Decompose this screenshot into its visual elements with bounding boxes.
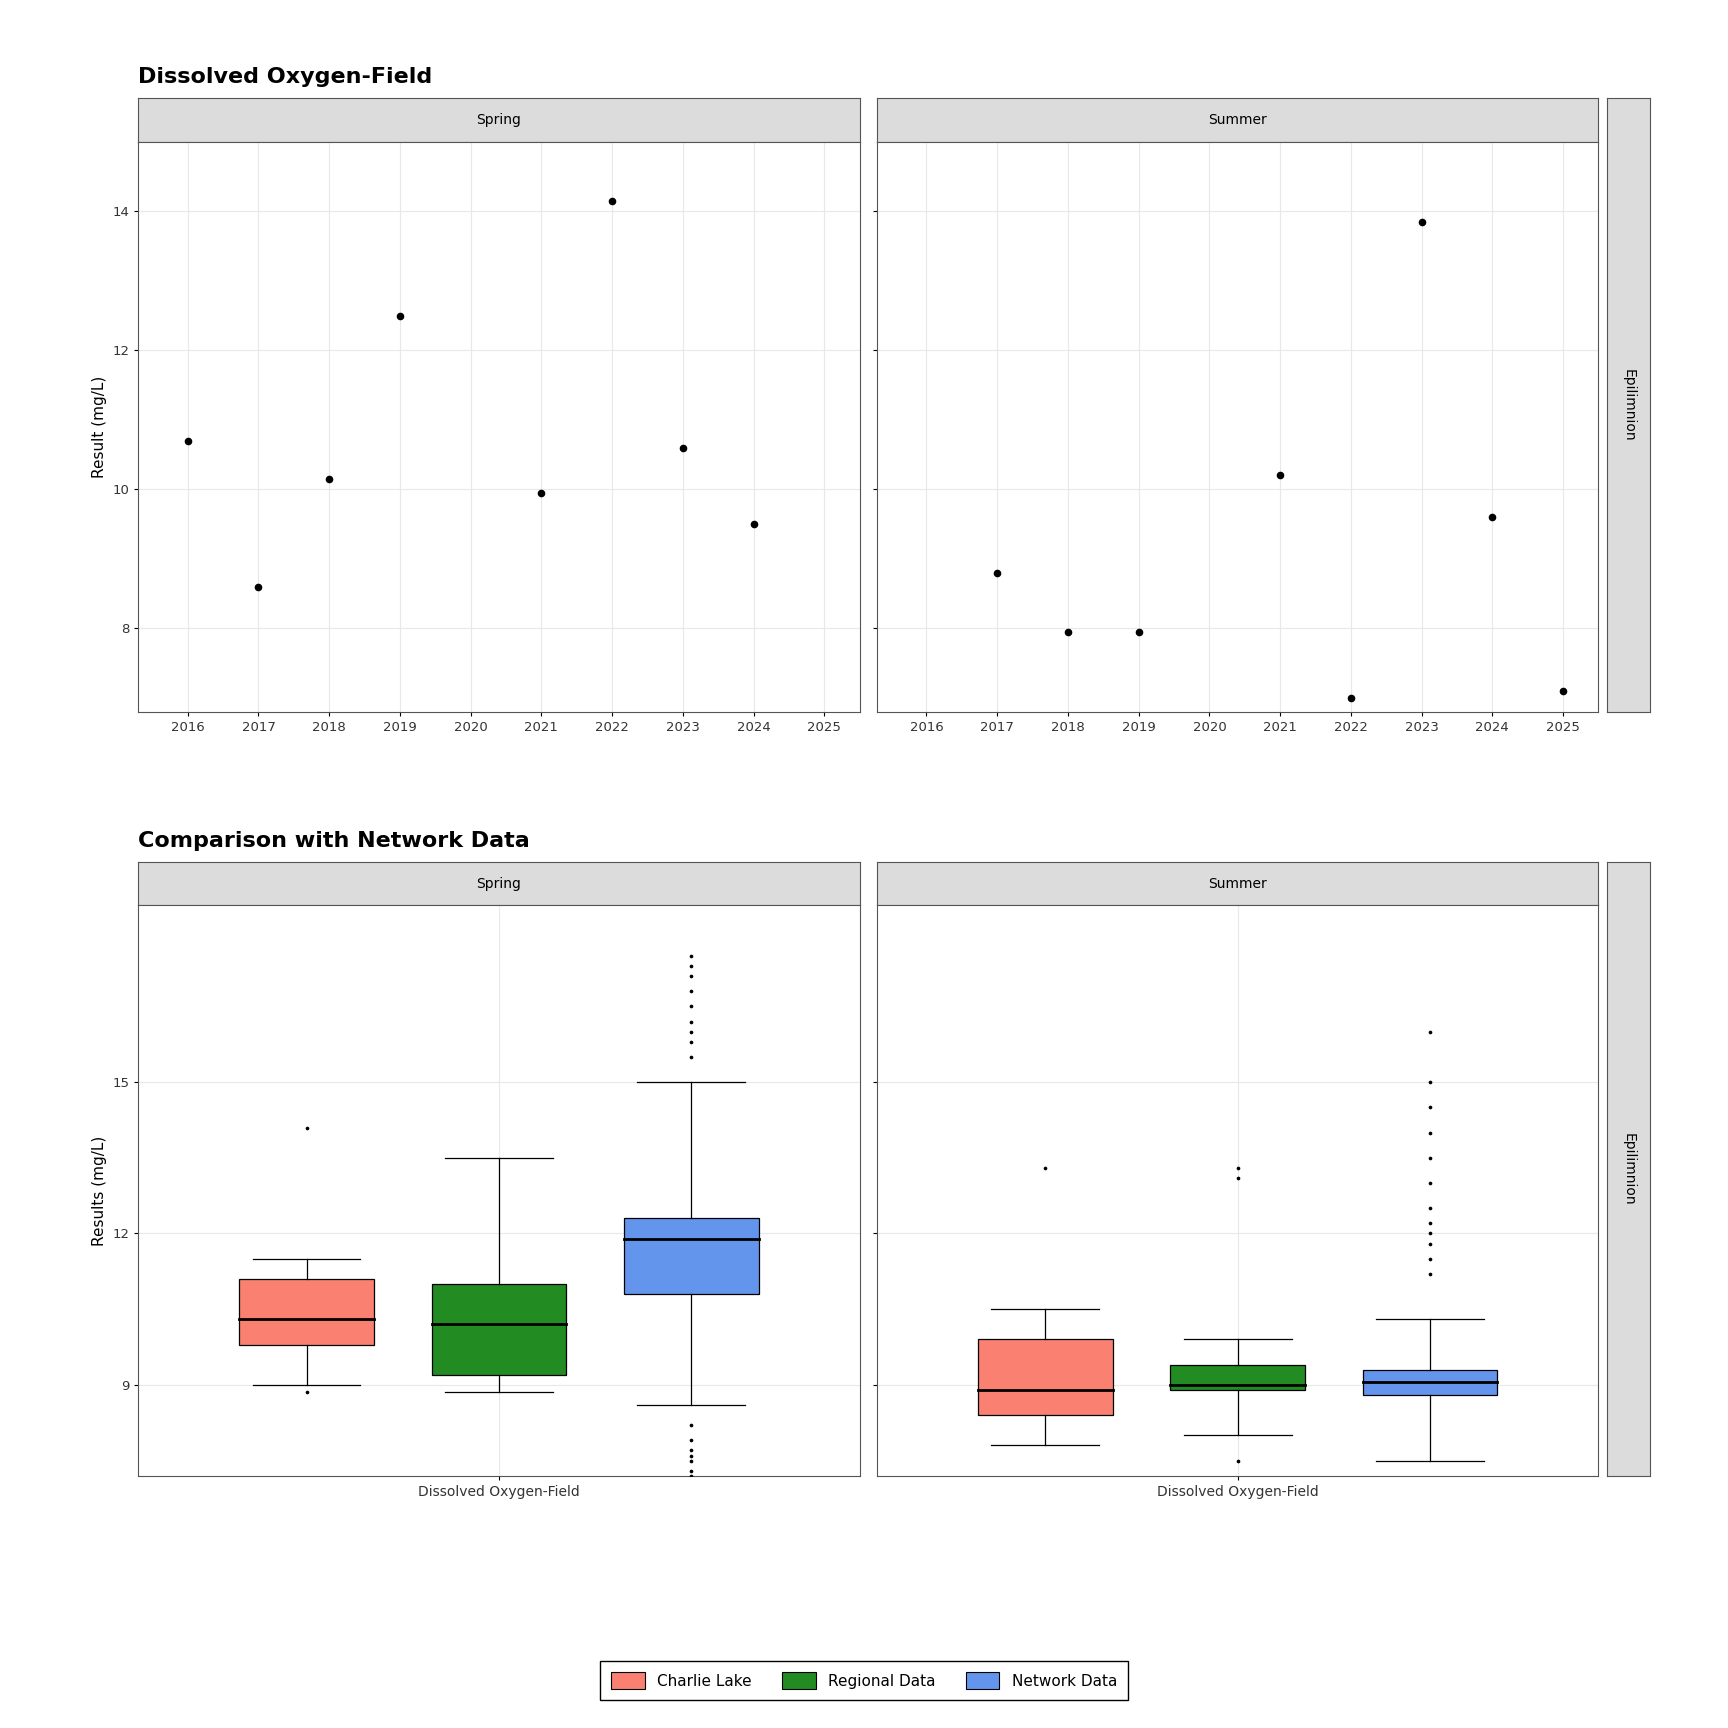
- Point: [1417, 1477, 1445, 1505]
- Bar: [978, 1339, 1113, 1415]
- Point: [1408, 207, 1436, 235]
- Point: [1032, 1154, 1059, 1182]
- Point: [1223, 1154, 1251, 1182]
- Point: [677, 978, 705, 1006]
- Point: [677, 962, 705, 990]
- Point: [677, 1446, 705, 1474]
- Point: [1417, 1018, 1445, 1045]
- Point: [677, 1007, 705, 1035]
- Point: [1417, 1068, 1445, 1096]
- Bar: [238, 1279, 373, 1344]
- Point: [677, 1436, 705, 1464]
- Text: Spring: Spring: [477, 112, 522, 128]
- Y-axis label: Result (mg/L): Result (mg/L): [92, 375, 107, 479]
- Point: [1417, 1230, 1445, 1258]
- Point: [677, 1427, 705, 1455]
- Point: [983, 560, 1011, 588]
- Point: [1267, 461, 1294, 489]
- Point: [1223, 1446, 1251, 1474]
- Point: [1417, 1094, 1445, 1121]
- Text: Dissolved Oxygen-Field: Dissolved Oxygen-Field: [138, 67, 432, 86]
- Point: [1417, 1472, 1445, 1500]
- Point: [677, 1441, 705, 1469]
- Bar: [1363, 1370, 1498, 1394]
- Point: [677, 952, 705, 980]
- Point: [677, 942, 705, 969]
- Point: [669, 434, 696, 461]
- Point: [292, 1113, 320, 1140]
- Point: [175, 427, 202, 454]
- Point: [1417, 1170, 1445, 1198]
- Point: [1054, 619, 1082, 646]
- Point: [527, 479, 555, 506]
- Point: [598, 187, 626, 214]
- Point: [1417, 1194, 1445, 1222]
- Bar: [1170, 1365, 1305, 1389]
- Point: [677, 1412, 705, 1439]
- Point: [1417, 1244, 1445, 1272]
- Point: [292, 1379, 320, 1407]
- Bar: [624, 1218, 759, 1294]
- Point: [677, 1018, 705, 1045]
- Text: Epilimnion: Epilimnion: [1621, 368, 1636, 442]
- Point: [245, 574, 273, 601]
- Point: [677, 1462, 705, 1490]
- Point: [1337, 684, 1365, 712]
- Point: [1417, 1260, 1445, 1287]
- Text: Summer: Summer: [1208, 112, 1267, 128]
- Point: [1223, 1165, 1251, 1192]
- Point: [1550, 677, 1578, 705]
- Bar: [432, 1284, 567, 1375]
- Point: [677, 1457, 705, 1484]
- Point: [1417, 1144, 1445, 1172]
- Text: Spring: Spring: [477, 876, 522, 892]
- Y-axis label: Results (mg/L): Results (mg/L): [92, 1135, 107, 1246]
- Point: [1417, 1220, 1445, 1248]
- Point: [740, 510, 767, 537]
- Text: Epilimnion: Epilimnion: [1621, 1132, 1636, 1206]
- Point: [1125, 619, 1153, 646]
- Point: [1479, 503, 1507, 530]
- Point: [677, 1028, 705, 1056]
- Point: [1417, 1118, 1445, 1146]
- Legend: Charlie Lake, Regional Data, Network Data: Charlie Lake, Regional Data, Network Dat…: [600, 1661, 1128, 1700]
- Text: Comparison with Network Data: Comparison with Network Data: [138, 831, 530, 850]
- Point: [385, 302, 413, 330]
- Point: [1417, 1210, 1445, 1237]
- Point: [316, 465, 344, 492]
- Point: [677, 992, 705, 1020]
- Point: [677, 1044, 705, 1071]
- Text: Summer: Summer: [1208, 876, 1267, 892]
